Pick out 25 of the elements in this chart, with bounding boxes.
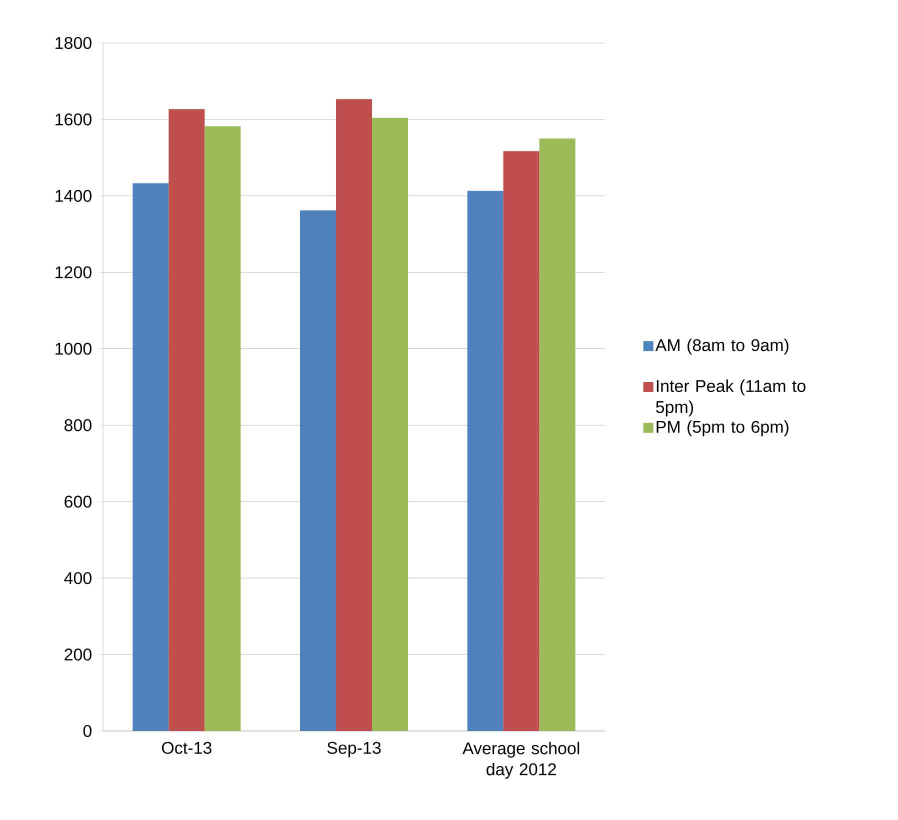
x-tick-label: Oct-13 xyxy=(162,742,212,754)
y-tick-label: 1400 xyxy=(56,190,92,202)
bar xyxy=(336,99,372,731)
bar xyxy=(467,190,504,731)
legend-label: PM (5pm to 6pm) xyxy=(656,420,788,436)
bar xyxy=(503,151,540,731)
bar xyxy=(132,183,169,731)
bar xyxy=(539,138,576,731)
y-tick-label: 0 xyxy=(83,724,92,738)
y-tick-label: 400 xyxy=(64,572,92,584)
y-tick-label: 1000 xyxy=(56,342,92,355)
y-tick-label: 800 xyxy=(64,419,92,432)
legend-label: AM (8am to 9am) xyxy=(655,338,788,355)
bar xyxy=(372,118,408,731)
bar xyxy=(204,126,241,731)
bar xyxy=(300,210,336,731)
x-tick-label: Sep-13 xyxy=(327,742,381,758)
y-tick-label: 1800 xyxy=(56,36,92,50)
y-tick-label: 200 xyxy=(64,648,92,661)
y-tick-label: 600 xyxy=(64,496,92,508)
y-tick-label: 1200 xyxy=(56,266,92,278)
bar xyxy=(168,109,205,731)
y-tick-label: 1600 xyxy=(56,113,92,126)
x-tick-label: Average school day 2012 xyxy=(462,742,580,779)
legend-label: Inter Peak (11am to 5pm) xyxy=(656,380,806,416)
